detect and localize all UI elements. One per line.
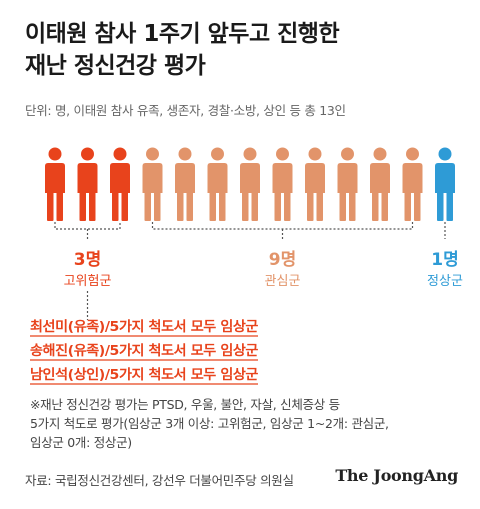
person-icon <box>240 147 260 221</box>
group-brackets <box>54 222 446 239</box>
person-icon <box>337 147 358 221</box>
person-icon <box>272 147 293 221</box>
annotation-detail: /5가지 척도서 모두 임상군 <box>105 319 259 335</box>
unit-note: 단위: 명, 이태원 참사 유족, 생존자, 경찰·소방, 상인 등 총 13인 <box>25 103 346 118</box>
note-line-3: 임상군 0개: 정상군) <box>30 435 132 450</box>
title-line-2: 재난 정신건강 평가 <box>25 53 206 79</box>
title-line-1: 이태원 참사 1주기 앞두고 진행한 <box>25 21 340 47</box>
note-line-2: 5가지 척도로 평가(임상군 3개 이상: 고위험군, 임상군 1~2개: 관심… <box>30 416 389 431</box>
methodology-note: ※재난 정신건강 평가는 PTSD, 우울, 불안, 자살, 신체증상 등 5가… <box>30 395 460 452</box>
person-icon <box>110 147 130 221</box>
annotation-line: 최선미(유족)/5가지 척도서 모두 임상군 <box>30 319 259 337</box>
person-figures <box>45 147 455 221</box>
person-icon <box>402 147 423 221</box>
annotation-text: 남인석(상인)/5가지 척도서 모두 임상군 <box>30 366 259 383</box>
person-icon <box>207 147 228 221</box>
annotation-line: 남인석(상인)/5가지 척도서 모두 임상군 <box>30 366 259 385</box>
person-icon <box>175 147 195 221</box>
person-icon <box>45 147 65 221</box>
group-value-label: 9명 <box>269 250 296 270</box>
group-bracket <box>54 222 121 239</box>
person-icon <box>142 147 163 221</box>
group-bracket <box>151 222 414 239</box>
group-name-label: 정상군 <box>427 274 463 289</box>
annotation-person: 남인석(상인) <box>30 366 105 383</box>
annotation-detail: /5가지 척도서 모두 임상군 <box>105 367 259 383</box>
group-value-label: 3명 <box>74 250 101 270</box>
annotation-line: 송해진(유족)/5가지 척도서 모두 임상군 <box>30 342 259 361</box>
person-icon <box>305 147 325 221</box>
annotation-detail: /5가지 척도서 모두 임상군 <box>105 343 259 359</box>
annotation-text: 송해진(유족)/5가지 척도서 모두 임상군 <box>30 342 259 359</box>
page-title: 이태원 참사 1주기 앞두고 진행한 재난 정신건강 평가 <box>25 18 465 82</box>
group-name-label: 관심군 <box>265 274 301 289</box>
group-name-label: 고위험군 <box>64 274 112 289</box>
annotation-text: 최선미(유족)/5가지 척도서 모두 임상군 <box>30 319 259 335</box>
annotation-person: 최선미(유족) <box>30 319 105 335</box>
annotation-person: 송해진(유족) <box>30 342 105 359</box>
person-icon <box>77 147 98 221</box>
person-icon <box>435 147 455 221</box>
brand-logo: The JoongAng <box>335 466 458 485</box>
source-credit: 자료: 국립정신건강센터, 강선우 더불어민주당 의원실 <box>25 473 294 488</box>
person-icon <box>370 147 390 221</box>
group-value-label: 1명 <box>431 250 458 270</box>
note-line-1: ※재난 정신건강 평가는 PTSD, 우울, 불안, 자살, 신체증상 등 <box>30 397 340 412</box>
